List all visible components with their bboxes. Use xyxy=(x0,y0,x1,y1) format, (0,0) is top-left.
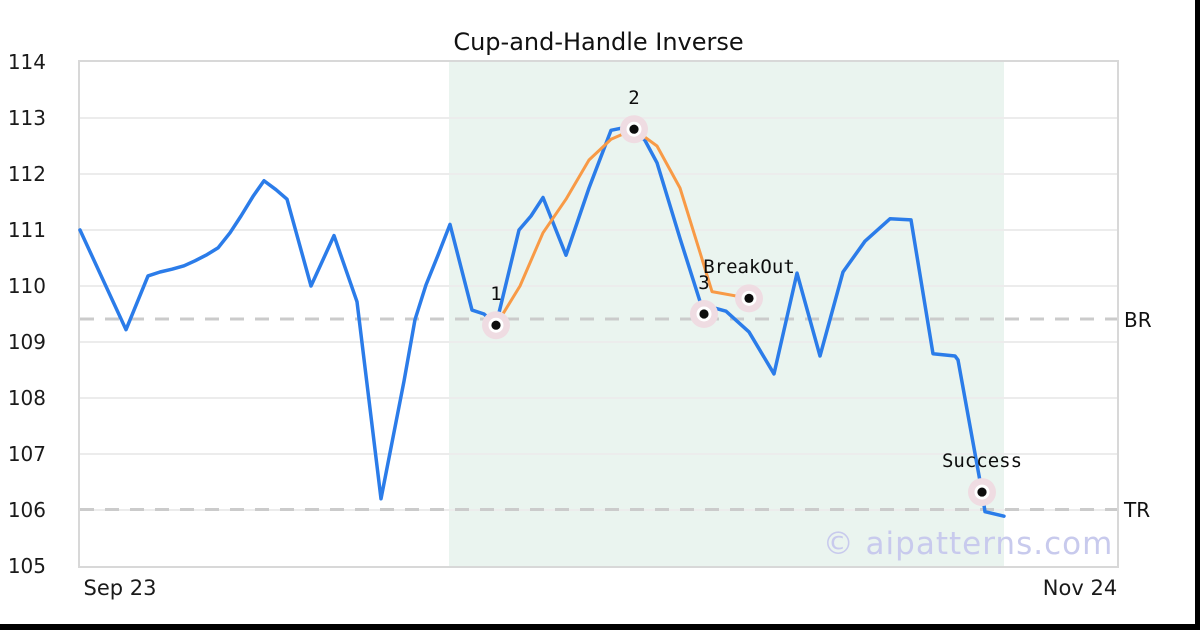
y-tick-label: 108 xyxy=(7,386,46,410)
plot-border xyxy=(78,60,1119,568)
marker-dot xyxy=(744,293,754,303)
y-tick-label: 110 xyxy=(7,274,46,298)
y-tick-label: 113 xyxy=(7,106,46,130)
marker-label-success: Success xyxy=(941,450,1023,473)
frame-edge-right xyxy=(1195,0,1200,630)
marker-label-1: 1 xyxy=(490,283,502,306)
series-line-price xyxy=(78,126,1006,518)
marker-label-3: 3 xyxy=(698,272,710,294)
y-tick-label: 109 xyxy=(7,330,46,354)
chart-title: Cup-and-Handle Inverse xyxy=(453,28,744,56)
y-tick-label: 107 xyxy=(7,442,46,466)
marker-dot xyxy=(977,487,987,497)
y-tick-label: 114 xyxy=(7,50,46,74)
x-tick-label-end: Nov 24 xyxy=(1042,576,1118,600)
marker-label-breakout: BreakOut xyxy=(703,256,795,279)
watermark: © aipatterns.com xyxy=(822,526,1114,562)
marker-dot xyxy=(491,320,501,330)
frame-edge-bottom xyxy=(0,624,1200,630)
y-tick-label: 112 xyxy=(7,162,46,186)
y-tick-label: 105 xyxy=(7,554,46,578)
y-tick-label: 111 xyxy=(7,218,46,242)
hline-label-tr: TR xyxy=(1124,498,1151,523)
y-tick-label: 106 xyxy=(7,498,46,522)
marker-dot xyxy=(629,124,639,134)
x-tick-label-start: Sep 23 xyxy=(83,576,157,600)
marker-label-2: 2 xyxy=(628,87,640,110)
marker-dot xyxy=(699,309,709,319)
hline-label-br: BR xyxy=(1124,308,1152,333)
